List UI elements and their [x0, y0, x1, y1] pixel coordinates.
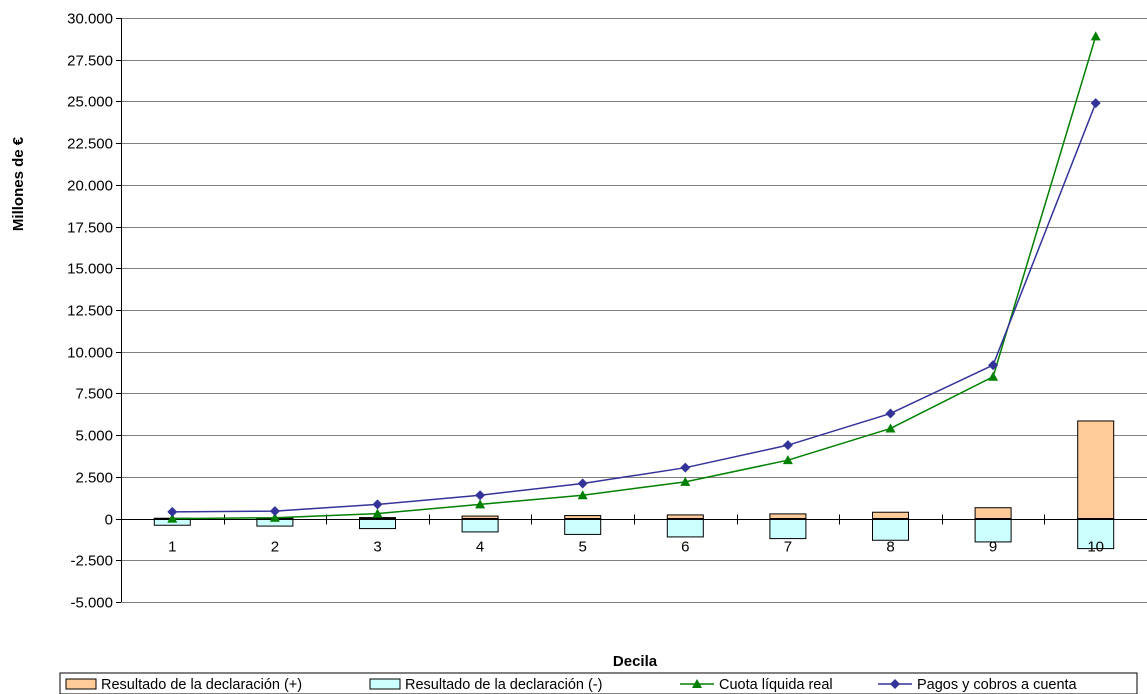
bar-positive	[666, 514, 704, 520]
y-tick-label: -5.000	[70, 595, 113, 612]
y-tick-label: 7.500	[75, 386, 113, 403]
legend-label: Resultado de la declaración (+)	[101, 677, 302, 693]
bar-negative	[1077, 518, 1115, 550]
legend: Resultado de la declaración (+) Resultado…	[59, 672, 1138, 694]
y-tick-label: 0	[105, 512, 113, 529]
axes	[116, 18, 1147, 603]
data-point-2	[167, 513, 178, 523]
y-tick-label: 30.000	[67, 11, 113, 28]
x-tick-label: 7	[784, 539, 792, 556]
bar-positive	[872, 511, 909, 520]
x-axis-title: Decila	[613, 653, 658, 670]
x-tick-labels: 1 2 3 4 5 6 7 8 9 10	[168, 539, 1104, 556]
bar-negative	[769, 518, 807, 540]
bar-negative	[666, 518, 704, 538]
legend-item: Resultado de la declaración (-)	[369, 677, 602, 693]
data-point-3	[1090, 98, 1101, 109]
legend-label: Resultado de la declaración (-)	[405, 677, 602, 693]
data-point-3	[885, 408, 896, 419]
y-tick-labels: -5.000 -2.500 0 2.500 5.000 7.500 10.000 12.500…	[67, 11, 113, 612]
y-tick-label: 15.000	[67, 261, 113, 278]
data-point-2	[885, 423, 896, 433]
bar-negative	[359, 518, 396, 530]
legend-marker	[890, 679, 900, 689]
legend-box	[59, 672, 1138, 694]
x-tick-label: 6	[681, 539, 689, 556]
y-tick-label: -2.500	[70, 553, 113, 570]
data-point-2	[680, 476, 691, 486]
x-tick-label: 10	[1087, 539, 1104, 556]
data-point-2	[577, 490, 588, 500]
data-point-3	[782, 440, 793, 451]
bar-negative	[872, 518, 909, 541]
bar-negative	[974, 518, 1012, 543]
y-tick-label: 22.500	[67, 136, 113, 153]
data-point-3	[475, 490, 486, 501]
legend-item: Pagos y cobros a cuenta	[878, 677, 1078, 693]
gridlines	[121, 18, 1147, 603]
y-tick-label: 25.000	[67, 94, 113, 111]
x-tick-label: 8	[886, 539, 894, 556]
y-tick-label: 12.500	[67, 303, 113, 320]
data-point-3	[680, 462, 691, 473]
data-point-3	[988, 360, 999, 371]
y-tick-label: 27.500	[67, 53, 113, 70]
legend-item: Resultado de la declaración (+)	[65, 677, 302, 693]
legend-swatch	[369, 678, 401, 690]
y-tick-label: 2.500	[75, 470, 113, 487]
data-point-3	[372, 499, 383, 510]
y-tick-label: 5.000	[75, 428, 113, 445]
data-point-2	[1090, 31, 1101, 41]
data-point-3	[167, 506, 178, 517]
legend-marker	[692, 679, 702, 688]
y-tick-label: 10.000	[67, 345, 113, 362]
y-tick-label: 17.500	[67, 220, 113, 237]
legend-label: Cuota líquida real	[719, 677, 833, 693]
legend-item: Cuota líquida real	[680, 677, 833, 693]
legend-label: Pagos y cobros a cuenta	[917, 677, 1078, 693]
data-point-2	[475, 499, 486, 509]
data-point-3	[269, 506, 280, 517]
series-line-2	[172, 36, 1097, 520]
data-point-2	[372, 508, 383, 518]
bar-positive	[769, 513, 807, 520]
bar-negative	[564, 518, 602, 535]
data-point-2	[988, 371, 999, 381]
x-tick-label: 9	[989, 539, 997, 556]
x-tick-label: 3	[373, 539, 381, 556]
x-tick-label: 2	[271, 539, 279, 556]
bar-positive	[974, 507, 1012, 520]
bar-positive	[1077, 420, 1115, 520]
x-tick-label: 5	[579, 539, 587, 556]
bar-negative	[461, 518, 499, 533]
y-tick-label: 20.000	[67, 178, 113, 195]
x-tick-label: 4	[476, 539, 484, 556]
data-point-3	[577, 478, 588, 489]
bars	[153, 420, 1115, 550]
data-point-2	[269, 512, 280, 522]
series-line-3	[172, 102, 1097, 513]
x-tick-label: 1	[168, 539, 176, 556]
data-point-2	[782, 455, 793, 465]
lines	[167, 31, 1101, 523]
y-axis-title: Millones de €	[10, 136, 27, 231]
legend-swatch	[65, 678, 97, 690]
